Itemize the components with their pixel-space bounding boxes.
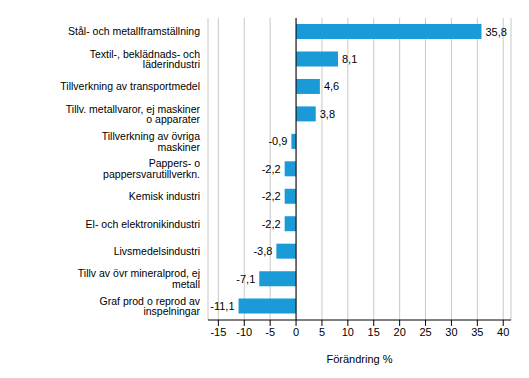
svg-text:Tillverkning av övrigamaskiner: Tillverkning av övrigamaskiner — [102, 130, 201, 153]
svg-text:3,8: 3,8 — [320, 108, 335, 120]
svg-text:35,8: 35,8 — [485, 26, 506, 38]
svg-text:-10: -10 — [236, 326, 252, 338]
svg-text:-11,1: -11,1 — [210, 300, 234, 312]
svg-text:35: 35 — [471, 326, 483, 338]
svg-text:-2,2: -2,2 — [262, 190, 281, 202]
svg-text:Graf prod o reprod avinspelnin: Graf prod o reprod avinspelningar — [100, 295, 201, 318]
svg-text:Stål- och metallframställning: Stål- och metallframställning — [68, 25, 200, 37]
svg-text:10: 10 — [342, 326, 354, 338]
svg-text:Kemisk industri: Kemisk industri — [129, 190, 200, 202]
svg-text:4,6: 4,6 — [324, 80, 339, 92]
svg-text:25: 25 — [419, 326, 431, 338]
svg-text:-15: -15 — [210, 326, 226, 338]
svg-text:-3,8: -3,8 — [253, 245, 272, 257]
svg-text:El- och elektronikindustri: El- och elektronikindustri — [86, 218, 200, 230]
svg-text:8,1: 8,1 — [342, 53, 357, 65]
svg-text:-5: -5 — [265, 326, 275, 338]
svg-text:40: 40 — [497, 326, 509, 338]
svg-text:20: 20 — [394, 326, 406, 338]
svg-text:-2,2: -2,2 — [262, 163, 281, 175]
svg-text:Tillv av övr mineralprod, ejme: Tillv av övr mineralprod, ejmetall — [78, 267, 200, 290]
svg-text:Tillverkning av transportmedel: Tillverkning av transportmedel — [60, 80, 200, 92]
svg-text:Textil-, beklädnads- ochläderi: Textil-, beklädnads- ochläderindustri — [90, 48, 200, 70]
svg-text:30: 30 — [445, 326, 457, 338]
svg-text:Pappers- opappersvarutillverkn: Pappers- opappersvarutillverkn. — [103, 157, 200, 180]
svg-text:-7,1: -7,1 — [236, 273, 255, 285]
svg-text:15: 15 — [368, 326, 380, 338]
svg-text:Tillv. metallvaror, ej maskine: Tillv. metallvaror, ej maskinero apparat… — [66, 103, 201, 126]
svg-text:-0,9: -0,9 — [268, 135, 287, 147]
svg-text:0: 0 — [293, 326, 299, 338]
svg-text:5: 5 — [319, 326, 325, 338]
svg-text:-2,2: -2,2 — [262, 218, 281, 230]
svg-text:Livsmedelsindustri: Livsmedelsindustri — [114, 245, 200, 257]
svg-text:Förändring %: Förändring % — [326, 353, 392, 365]
